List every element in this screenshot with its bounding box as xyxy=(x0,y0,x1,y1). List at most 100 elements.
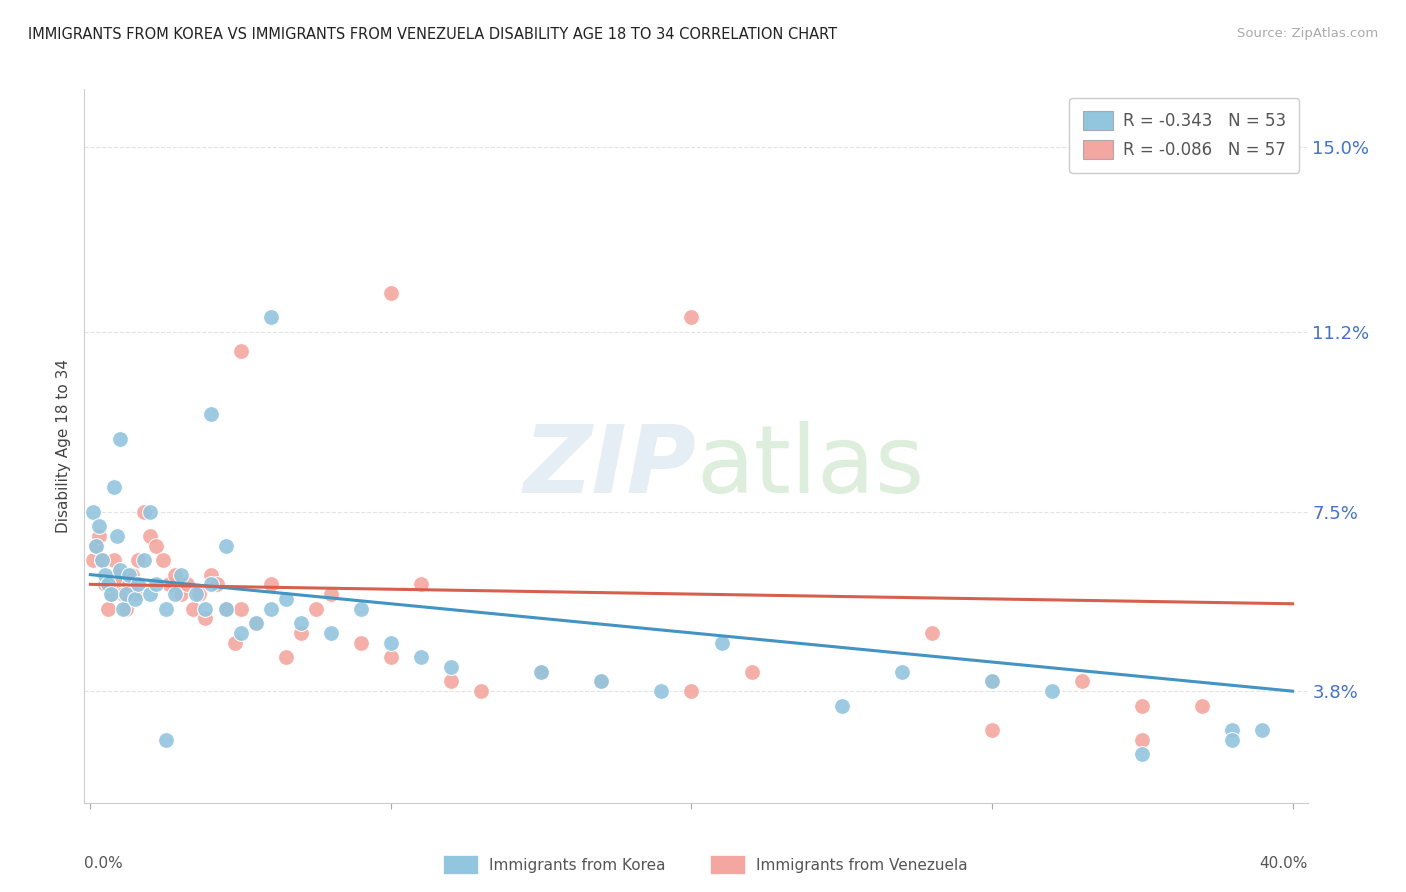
Point xyxy=(200,408,222,422)
Point xyxy=(127,577,149,591)
Point xyxy=(134,504,156,518)
Point xyxy=(710,635,733,649)
Point xyxy=(145,577,167,591)
Point xyxy=(157,577,180,591)
Point xyxy=(139,529,162,543)
Point xyxy=(245,616,267,631)
Point xyxy=(152,553,174,567)
Point xyxy=(176,577,198,591)
Point xyxy=(115,601,138,615)
Point xyxy=(91,553,114,567)
Legend: R = -0.343   N = 53, R = -0.086   N = 57: R = -0.343 N = 53, R = -0.086 N = 57 xyxy=(1070,97,1299,173)
Point xyxy=(169,587,191,601)
Point xyxy=(205,577,228,591)
Point xyxy=(103,480,125,494)
Point xyxy=(1130,698,1153,713)
Point xyxy=(1222,723,1244,737)
Point xyxy=(118,567,141,582)
Point xyxy=(82,504,104,518)
Point xyxy=(181,601,204,615)
Point xyxy=(440,660,463,674)
Point xyxy=(274,591,297,606)
Y-axis label: Disability Age 18 to 34: Disability Age 18 to 34 xyxy=(56,359,72,533)
Point xyxy=(110,432,132,446)
Point xyxy=(100,587,122,601)
Point xyxy=(1071,674,1094,689)
Point xyxy=(224,635,246,649)
Point xyxy=(530,665,553,679)
Point xyxy=(169,567,191,582)
Text: 0.0%: 0.0% xyxy=(84,856,124,871)
Point xyxy=(100,587,122,601)
Point xyxy=(409,650,432,665)
Point xyxy=(194,601,217,615)
Point xyxy=(107,567,129,582)
Point xyxy=(1130,732,1153,747)
Point xyxy=(134,553,156,567)
Point xyxy=(118,577,141,591)
Point xyxy=(1191,698,1213,713)
Point xyxy=(229,344,252,359)
Point xyxy=(155,732,177,747)
Point xyxy=(229,626,252,640)
Point xyxy=(94,577,117,591)
Point xyxy=(470,684,492,698)
Point xyxy=(350,601,373,615)
Point xyxy=(1040,684,1063,698)
Point xyxy=(200,577,222,591)
Point xyxy=(380,286,402,301)
Point xyxy=(274,650,297,665)
Point xyxy=(89,519,111,533)
Point xyxy=(124,587,146,601)
Point xyxy=(290,626,312,640)
Point xyxy=(741,665,763,679)
Text: Immigrants from Venezuela: Immigrants from Venezuela xyxy=(756,858,969,872)
Point xyxy=(145,539,167,553)
Point xyxy=(163,567,186,582)
Point xyxy=(214,601,236,615)
Point xyxy=(110,563,132,577)
Text: Immigrants from Korea: Immigrants from Korea xyxy=(489,858,666,872)
Point xyxy=(89,529,111,543)
Point xyxy=(82,553,104,567)
Point xyxy=(440,674,463,689)
Point xyxy=(305,601,328,615)
Point xyxy=(1130,747,1153,762)
Point xyxy=(591,674,613,689)
Point xyxy=(409,577,432,591)
Point xyxy=(127,553,149,567)
Point xyxy=(650,684,672,698)
Point xyxy=(530,665,553,679)
Point xyxy=(831,698,853,713)
Text: 40.0%: 40.0% xyxy=(1260,856,1308,871)
Point xyxy=(681,310,703,325)
Point xyxy=(124,591,146,606)
Point xyxy=(319,587,342,601)
Point xyxy=(214,601,236,615)
Point xyxy=(260,601,283,615)
Point xyxy=(163,587,186,601)
Point xyxy=(921,626,943,640)
Point xyxy=(91,553,114,567)
Point xyxy=(214,539,236,553)
Point xyxy=(97,601,120,615)
Point xyxy=(107,529,129,543)
Point xyxy=(94,567,117,582)
Text: ZIP: ZIP xyxy=(523,421,696,514)
Point xyxy=(981,674,1004,689)
Point xyxy=(1222,732,1244,747)
Point xyxy=(260,577,283,591)
Point xyxy=(103,553,125,567)
Point xyxy=(187,587,209,601)
Point xyxy=(681,684,703,698)
Text: IMMIGRANTS FROM KOREA VS IMMIGRANTS FROM VENEZUELA DISABILITY AGE 18 TO 34 CORRE: IMMIGRANTS FROM KOREA VS IMMIGRANTS FROM… xyxy=(28,27,837,42)
Point xyxy=(139,504,162,518)
Point xyxy=(981,674,1004,689)
Text: Source: ZipAtlas.com: Source: ZipAtlas.com xyxy=(1237,27,1378,40)
Point xyxy=(245,616,267,631)
Point xyxy=(86,539,108,553)
Point xyxy=(981,723,1004,737)
Point xyxy=(115,587,138,601)
Point xyxy=(890,665,912,679)
Point xyxy=(200,567,222,582)
